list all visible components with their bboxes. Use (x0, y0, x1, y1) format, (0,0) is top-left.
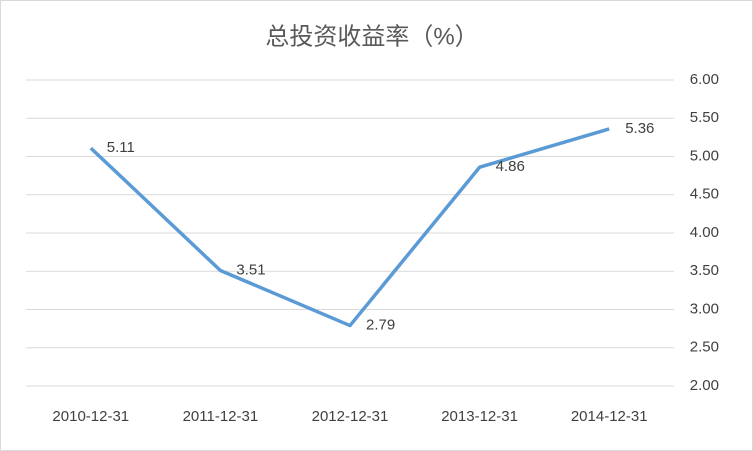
y-tick-label: 4.00 (690, 224, 719, 241)
x-tick-label: 2013-12-31 (441, 408, 518, 425)
x-tick-label: 2011-12-31 (183, 408, 259, 425)
data-label: 5.36 (625, 120, 654, 137)
y-tick-label: 5.50 (690, 109, 719, 126)
y-tick-label: 6.00 (690, 71, 719, 88)
y-tick-label: 4.50 (690, 186, 719, 203)
data-label: 3.51 (236, 261, 265, 278)
y-tick-label: 2.00 (690, 377, 719, 394)
y-tick-label: 2.50 (690, 339, 719, 356)
chart-title: 总投资收益率（%） (265, 23, 478, 50)
y-tick-label: 3.50 (690, 262, 719, 279)
y-tick-label: 5.00 (690, 147, 719, 164)
series-line (89, 127, 610, 328)
x-tick-label: 2010-12-31 (52, 408, 129, 425)
data-label: 2.79 (366, 317, 395, 334)
data-label: 4.86 (496, 158, 525, 175)
data-label: 5.11 (107, 139, 135, 156)
x-tick-label: 2014-12-31 (571, 408, 648, 425)
y-tick-label: 3.00 (690, 300, 719, 317)
x-tick-label: 2012-12-31 (312, 408, 389, 425)
